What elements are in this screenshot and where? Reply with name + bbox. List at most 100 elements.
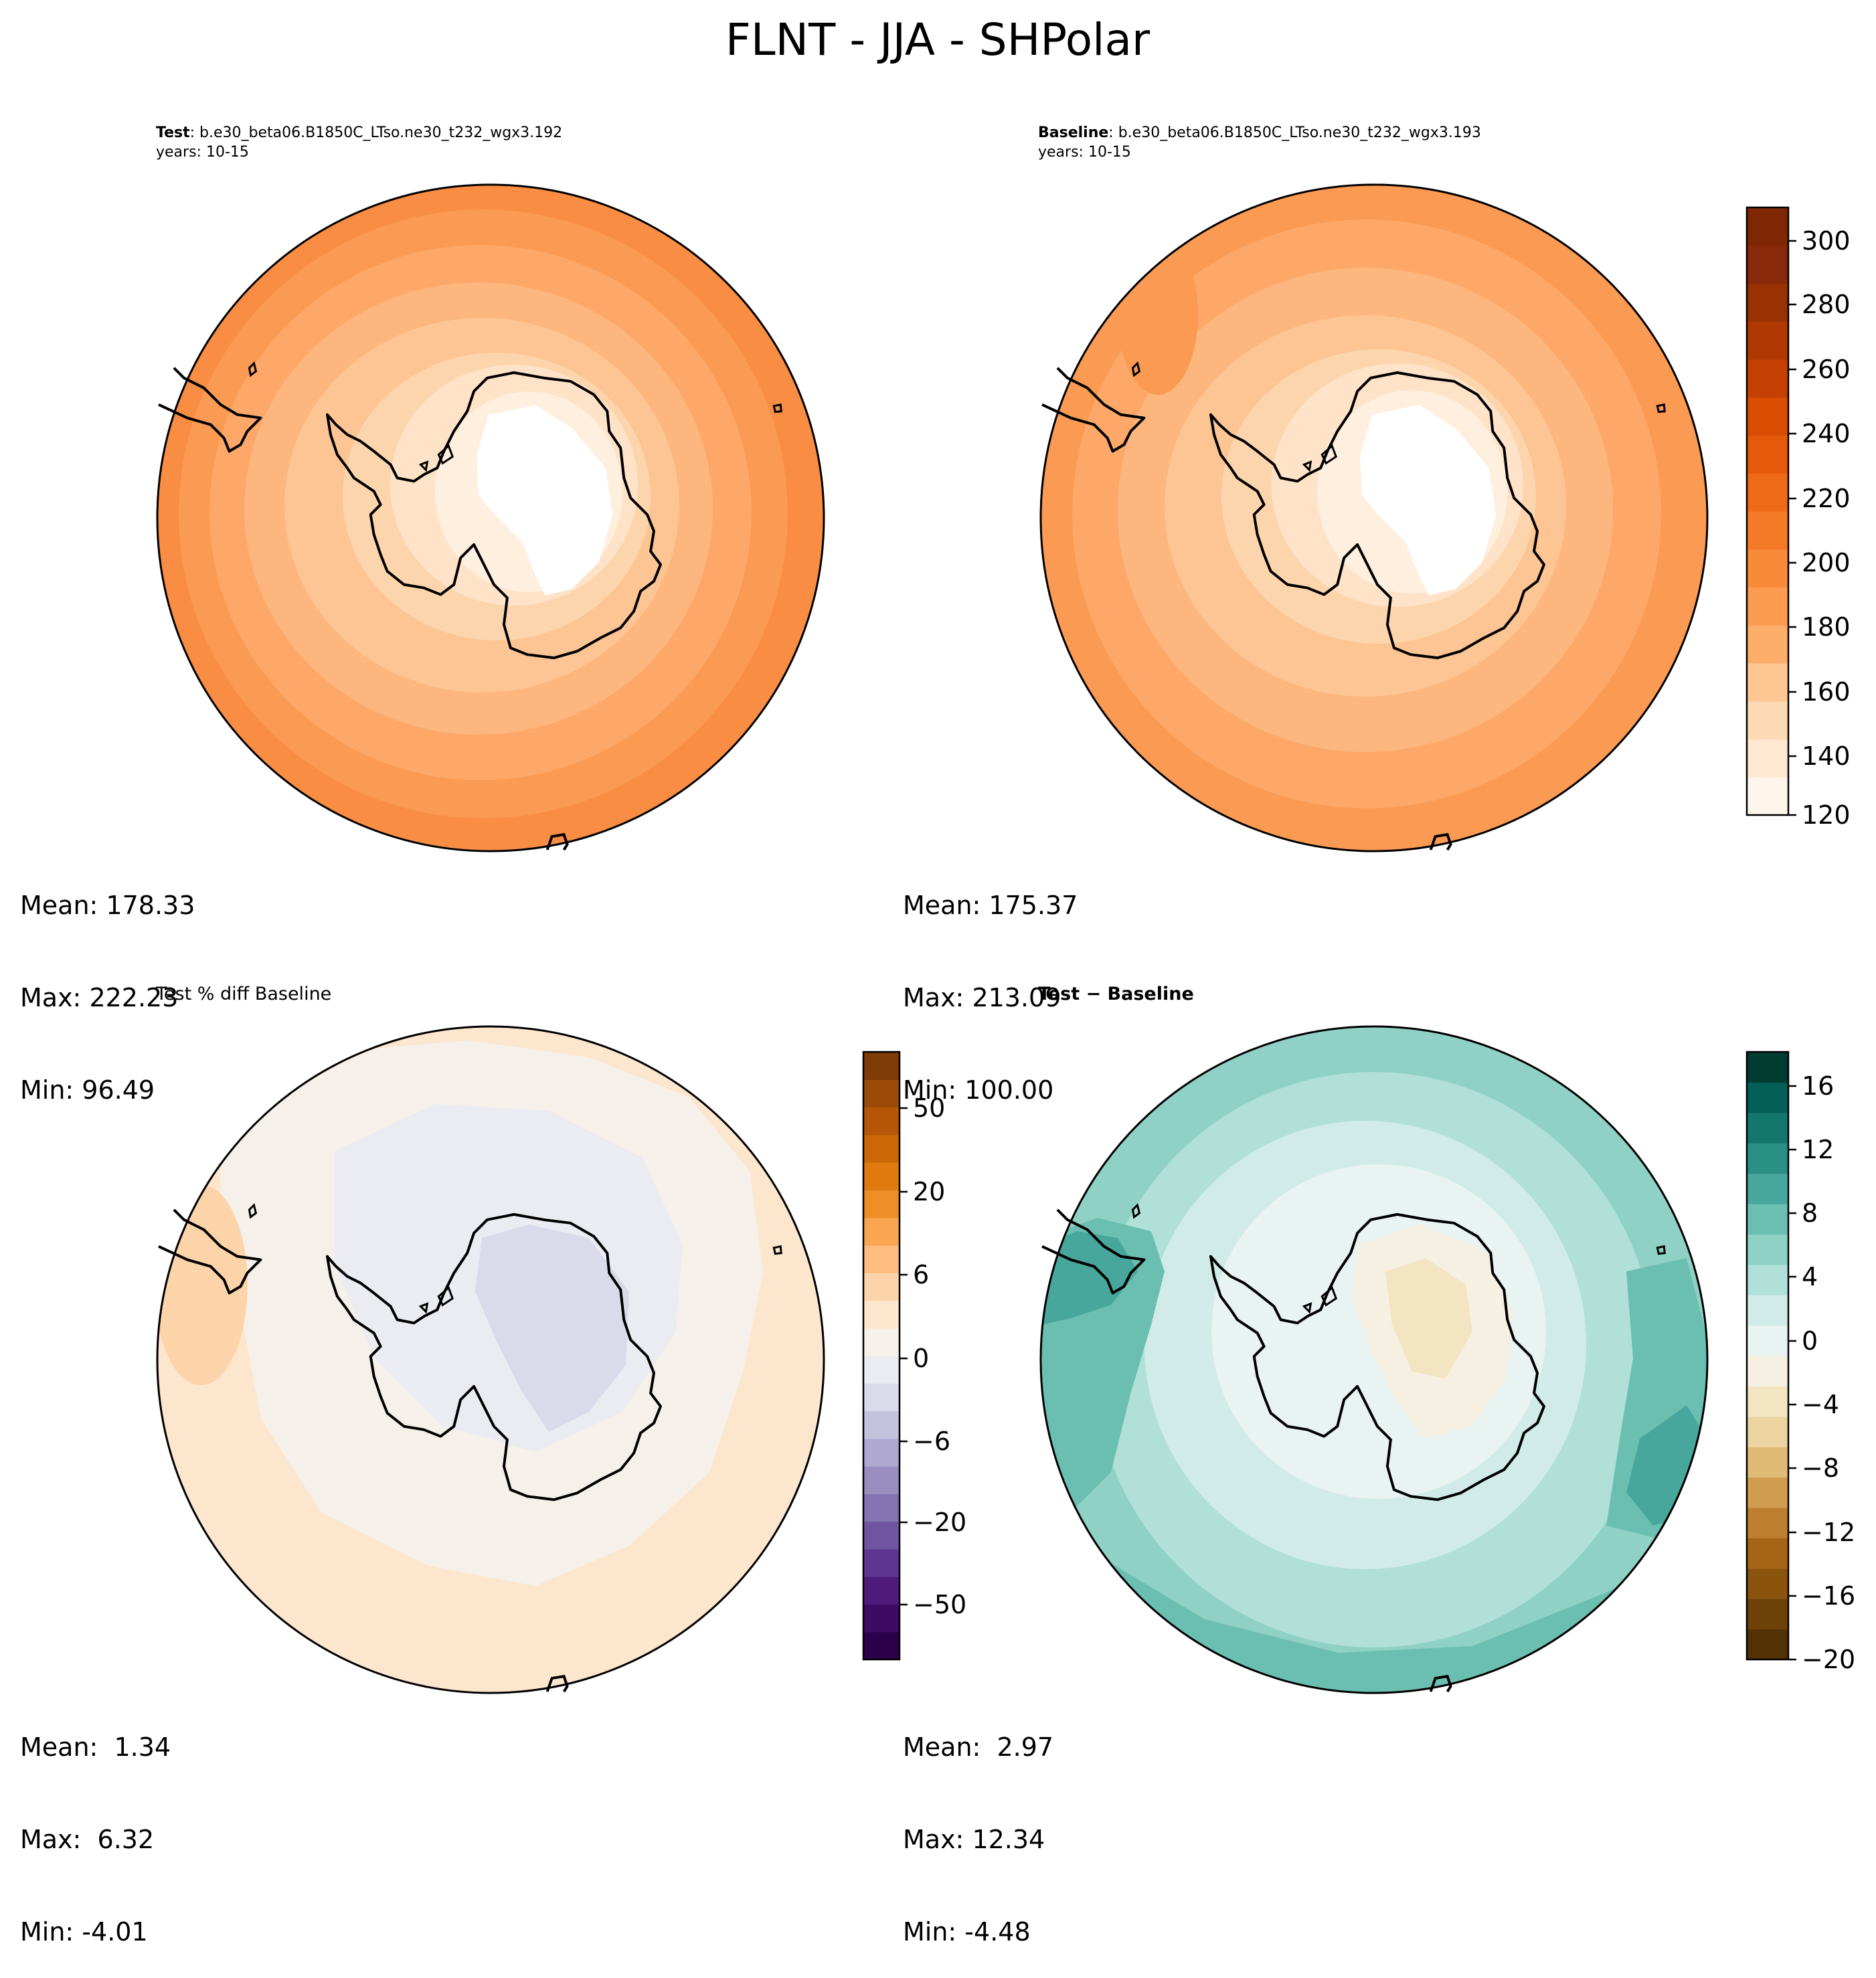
- colorbar-tick-label: 180: [1802, 612, 1851, 642]
- colorbar-tick-label: 120: [1802, 800, 1851, 830]
- colorbar-swatch: [1747, 1295, 1788, 1326]
- stats-baseline-max: Max: 213.09: [903, 983, 1061, 1012]
- colorbar-swatch: [1747, 1447, 1788, 1478]
- colorbar-tick-label: 280: [1802, 290, 1851, 319]
- colorbar-tick-label: −12: [1802, 1518, 1855, 1547]
- stats-test-max: Max: 222.23: [20, 983, 179, 1012]
- stats-diff-max: Max: 12.34: [903, 1825, 1045, 1854]
- colorbar-tick-label: 16: [1802, 1071, 1834, 1101]
- stats-test-min: Min: 96.49: [20, 1075, 155, 1105]
- map-test: [156, 183, 825, 852]
- colorbar-swatch: [863, 1411, 900, 1439]
- map-pct-diff: [156, 1025, 825, 1694]
- colorbar-swatch: [1747, 739, 1788, 778]
- colorbar-swatch: [1747, 511, 1788, 550]
- colorbar-swatch: [1747, 1264, 1788, 1295]
- colorbar-swatch: [863, 1107, 900, 1136]
- colorbar-swatch: [863, 1052, 900, 1080]
- colorbar-tick-label: 140: [1802, 741, 1851, 771]
- colorbar-swatch: [1747, 359, 1788, 398]
- colorbar-swatch: [863, 1245, 900, 1273]
- colorbar-tick-label: 260: [1802, 355, 1851, 384]
- colorbar-swatch: [1747, 435, 1788, 474]
- panel-b-caption: Baseline: b.e30_beta06.B1850C_LTso.ne30_…: [1038, 124, 1481, 141]
- colorbar-swatch: [1747, 1538, 1788, 1569]
- colorbar-pct-diff: 50 20 6 0 −6 −20 −50: [862, 1051, 966, 1661]
- colorbar-frame: [862, 1051, 901, 1661]
- panel-b-label-bold: Baseline: [1038, 124, 1108, 141]
- map-baseline: [1039, 183, 1709, 852]
- stats-diff: Mean: 2.97 Max: 12.34 Min: -4.48: [903, 1670, 1053, 1978]
- colorbar-swatch: [1747, 777, 1788, 816]
- figure: FLNT - JJA - SHPolar Test: b.e30_beta06.…: [155, 14, 1855, 1694]
- map-diff: [1039, 1025, 1709, 1694]
- colorbar-tick-label: −6: [913, 1427, 950, 1456]
- colorbar-swatch: [1747, 1629, 1788, 1660]
- colorbar-swatch: [1747, 1173, 1788, 1204]
- colorbar-tick-label: 220: [1802, 484, 1851, 513]
- colorbar-swatch: [1747, 1416, 1788, 1447]
- colorbar-swatch: [1747, 1052, 1788, 1083]
- colorbar-tick-label: 12: [1802, 1135, 1834, 1164]
- colorbar-tick-label: 0: [1802, 1326, 1818, 1356]
- colorbar-tick-label: 20: [913, 1177, 945, 1206]
- colorbar-swatch: [1747, 1356, 1788, 1386]
- colorbar-tick-label: 8: [1802, 1198, 1818, 1228]
- colorbar-swatch: [1747, 1599, 1788, 1630]
- colorbar-tick-label: −20: [1802, 1645, 1855, 1674]
- colorbar-swatch: [1747, 663, 1788, 702]
- stats-diff-min: Min: -4.48: [903, 1917, 1031, 1947]
- colorbar-swatch: [863, 1079, 900, 1108]
- colorbar-tick-label: −20: [913, 1508, 966, 1537]
- stats-pct-diff-min: Min: -4.01: [20, 1917, 148, 1947]
- colorbar-swatch: [1747, 549, 1788, 588]
- colorbar-tick-label: 6: [913, 1260, 929, 1289]
- colorbar-swatch: [863, 1162, 900, 1190]
- colorbar-frame: [1745, 1051, 1790, 1661]
- colorbar-frame: [1745, 206, 1790, 816]
- colorbar-swatch: [863, 1631, 900, 1660]
- stats-test: Mean: 178.33 Max: 222.23 Min: 96.49: [20, 828, 195, 1136]
- panel-d-caption: Test − Baseline: [1038, 984, 1194, 1004]
- colorbar-swatch: [863, 1548, 900, 1577]
- colorbar-swatch: [1747, 625, 1788, 664]
- colorbar-swatch: [1747, 1508, 1788, 1538]
- panel-a-years: years: 10-15: [156, 144, 249, 161]
- colorbar-tick-label: 4: [1802, 1262, 1818, 1291]
- colorbar-swatch: [863, 1604, 900, 1633]
- figure-title: FLNT - JJA - SHPolar: [726, 14, 1150, 66]
- colorbar-swatch: [1747, 1386, 1788, 1417]
- stats-pct-diff-max: Max: 6.32: [20, 1825, 155, 1854]
- colorbar-swatch: [1747, 397, 1788, 436]
- colorbar-tick-label: 200: [1802, 548, 1851, 577]
- stats-baseline-mean: Mean: 175.37: [903, 891, 1078, 920]
- panel-a-caption: Test: b.e30_beta06.B1850C_LTso.ne30_t232…: [156, 124, 562, 141]
- colorbar-swatch: [1747, 207, 1788, 246]
- colorbar-tick-label: 0: [913, 1344, 929, 1373]
- colorbar-swatch: [1747, 1112, 1788, 1144]
- colorbar-tick-label: −16: [1802, 1581, 1855, 1611]
- colorbar-swatch: [863, 1521, 900, 1550]
- stats-test-mean: Mean: 178.33: [20, 891, 195, 920]
- stats-pct-diff: Mean: 1.34 Max: 6.32 Min: -4.01: [20, 1670, 171, 1978]
- colorbar-swatch: [863, 1577, 900, 1605]
- colorbar-swatch: [863, 1273, 900, 1301]
- colorbar-swatch: [863, 1494, 900, 1522]
- panel-b-label-rest: : b.e30_beta06.B1850C_LTso.ne30_t232_wgx…: [1108, 124, 1481, 141]
- colorbar-swatch: [863, 1328, 900, 1356]
- stats-baseline-min: Min: 100.00: [903, 1075, 1054, 1105]
- colorbar-tick-label: 50: [913, 1093, 945, 1123]
- colorbar-swatch: [1747, 321, 1788, 360]
- colorbar-swatch: [863, 1217, 900, 1246]
- colorbar-main: 300 280 260 240 220 200 180 160 140 120: [1745, 206, 1851, 830]
- panel-b-years: years: 10-15: [1038, 144, 1131, 161]
- colorbar-swatch: [1747, 701, 1788, 740]
- panel-c-caption: Test % diff Baseline: [155, 984, 331, 1004]
- colorbar-swatch: [1747, 1143, 1788, 1174]
- colorbar-swatch: [863, 1466, 900, 1494]
- colorbar-swatch: [1747, 1234, 1788, 1265]
- colorbar-swatch: [863, 1300, 900, 1329]
- colorbar-swatch: [863, 1356, 900, 1384]
- colorbar-diff: 16 12 8 4 0 −4 −8 −12 −16 −20: [1745, 1051, 1855, 1674]
- stats-diff-mean: Mean: 2.97: [903, 1732, 1054, 1762]
